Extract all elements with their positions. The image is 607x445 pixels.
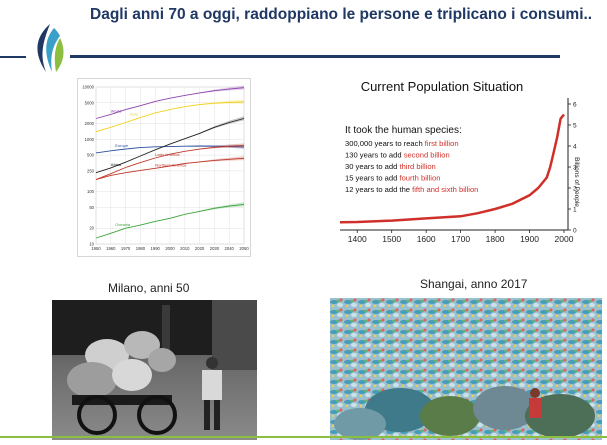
chart1-series-label: Africa: [111, 162, 122, 167]
chart1-xtick-label: 1980: [136, 246, 146, 251]
chart2-title: Current Population Situation: [361, 79, 524, 94]
chart1-xtick-label: 2040: [225, 246, 235, 251]
left-accent-line: [0, 56, 26, 58]
chart2-ytick-label: 0: [573, 228, 577, 235]
flame-leaf-logo-icon: [37, 24, 64, 72]
chart1-xtick-label: 1990: [151, 246, 161, 251]
chart2-ytick-label: 3: [573, 165, 577, 172]
chart1-xtick-label: 2020: [195, 246, 205, 251]
chart2-annotation-line: 130 years to add second billion: [345, 151, 450, 160]
chart1-series-line: [95, 145, 245, 181]
slide-title: Dagli anni 70 a oggi, raddoppiano le per…: [90, 6, 593, 23]
chart2-annotation-intro: It took the human species:: [345, 125, 462, 136]
milano-photo: [52, 300, 257, 440]
population-growth-chart: Current Population Situation 1400 1500 160…: [339, 79, 580, 245]
caption-shangai: Shangai, anno 2017: [420, 277, 528, 291]
chart2-xtick-label: 1600: [417, 234, 436, 244]
chart2-xtick-label: 1400: [348, 234, 367, 244]
chart1-series-label: Latin America: [155, 152, 180, 157]
chart2-annotation-line: 300,000 years to reach first billion: [345, 139, 459, 148]
chart2-xtick-label: 1800: [486, 234, 505, 244]
chart1-series-line: [95, 203, 245, 239]
chart2-ytick-label: 2: [573, 186, 577, 193]
chart1-xtick-label: 2010: [180, 246, 190, 251]
chart1-series-line: [95, 157, 245, 181]
chart1-xtick-label: 1950: [91, 246, 101, 251]
chart2-population-curve: [339, 113, 565, 224]
chart1-xtick-label: 1970: [121, 246, 131, 251]
chart2-xtick-label: 2000: [555, 234, 574, 244]
chart2-axes: [340, 98, 569, 231]
chart2-ytick-label: 1: [573, 207, 577, 214]
chart1-series-labels: World Asia Europe Africa Latin America Northe…: [111, 108, 187, 227]
chart2-xtick-label: 1900: [520, 234, 539, 244]
chart2-ytick-label: 4: [573, 144, 577, 151]
chart1-xtick-label: 1960: [106, 246, 116, 251]
chart1-series: [95, 85, 245, 239]
chart2-xtick-label: 1700: [451, 234, 470, 244]
chart2-ylabel: Billions of People: [573, 157, 580, 207]
caption-milano: Milano, anni 50: [108, 281, 190, 295]
chart1-ytick-label: 10: [89, 242, 94, 247]
chart1-series-label: Europe: [115, 143, 129, 148]
chart1-series-label: World: [111, 108, 121, 113]
chart1-xtick-label: 2000: [165, 246, 175, 251]
chart2-annotation-line: 30 years to add third billion: [345, 162, 436, 171]
chart1-ytick-label: 50: [89, 205, 94, 210]
chart1-ytick-label: 100: [87, 189, 95, 194]
chart2-annotations: 300,000 years to reach first billion 130 …: [345, 139, 478, 194]
chart1-ytick-label: 2000: [85, 121, 95, 126]
chart2-ytick-label: 6: [573, 102, 577, 109]
chart1-ytick-label: 1000: [85, 137, 95, 142]
chart1-ytick-label: 10000: [82, 85, 94, 90]
chart1-series-label: Northern America: [155, 162, 187, 167]
chart1-ytick-label: 250: [87, 168, 95, 173]
chart1-ytick-label: 20: [89, 226, 94, 231]
chart1-series-line: [95, 118, 245, 174]
chart1-series-line: [95, 101, 245, 133]
chart1-series-line: [95, 87, 245, 119]
chart1-series-label: Oceania: [115, 222, 131, 227]
chart2-xtick-label: 1500: [382, 234, 401, 244]
bottom-accent-line: [0, 436, 607, 438]
chart2-ytick-label: 5: [573, 123, 577, 130]
shangai-photo: [330, 298, 602, 440]
chart1-xtick-label: 2030: [210, 246, 220, 251]
title-underline: [70, 55, 560, 58]
chart1-ytick-label: 5000: [85, 100, 95, 105]
chart1-ytick-label: 500: [87, 153, 95, 158]
chart2-annotation-line: 12 years to add the fifth and sixth bill…: [345, 185, 478, 194]
chart1-series-line: [95, 145, 245, 154]
chart1-series-label: Asia: [130, 112, 139, 117]
chart1-xtick-label: 2050: [239, 246, 249, 251]
chart2-annotation-line: 15 years to add fourth billion: [345, 174, 440, 183]
chart1-grid: [95, 86, 245, 245]
